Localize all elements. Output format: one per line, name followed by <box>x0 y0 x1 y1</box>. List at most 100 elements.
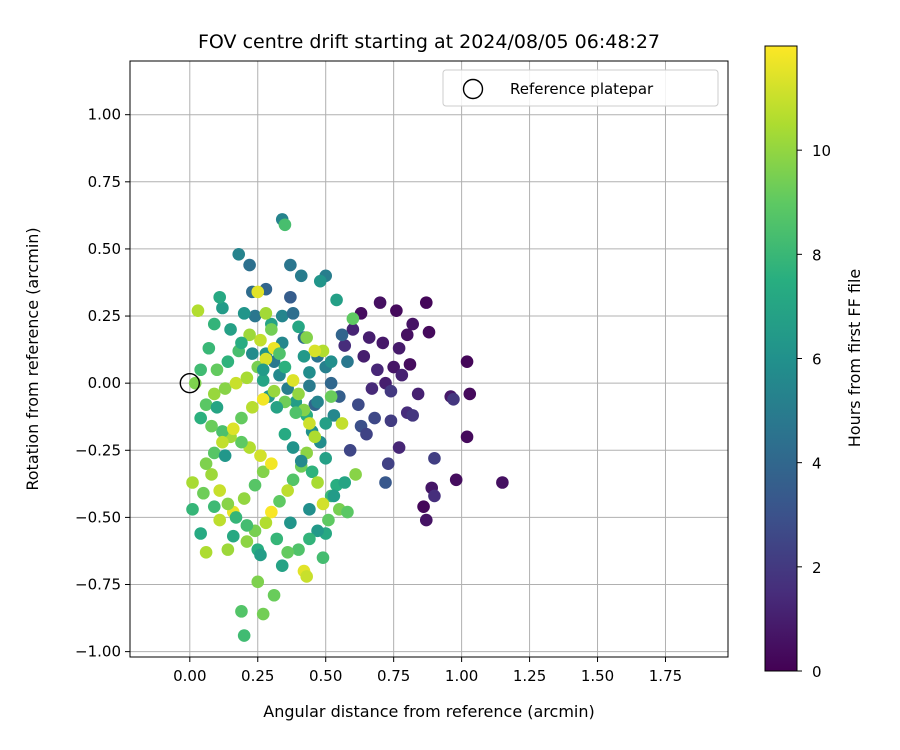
data-point <box>270 401 284 414</box>
data-point <box>221 355 235 368</box>
data-point <box>294 454 308 468</box>
y-axis-ticks: 1.00 0.75 0.50 0.25 0.00 −0.25 −0.50 −0.75 −1.00 <box>75 106 130 661</box>
y-axis-label: Rotation from reference (arcmin) <box>23 227 42 490</box>
data-point <box>303 503 316 516</box>
data-point <box>205 468 218 481</box>
plot-frame <box>129 60 729 658</box>
data-point <box>324 355 338 368</box>
data-point <box>300 570 313 583</box>
data-point <box>300 331 313 344</box>
data-point <box>270 532 284 546</box>
data-point <box>286 473 300 487</box>
data-point <box>235 411 248 425</box>
data-point <box>403 358 417 371</box>
data-point <box>324 390 338 403</box>
data-point <box>392 341 406 355</box>
data-point <box>338 476 352 489</box>
data-point <box>349 468 362 481</box>
data-point <box>311 476 324 489</box>
reference-platepar-marker <box>179 372 201 394</box>
y-tick-label: 0.50 <box>88 240 121 258</box>
data-point <box>311 524 324 538</box>
data-point <box>292 387 305 401</box>
data-point <box>207 500 221 513</box>
data-point <box>275 559 289 573</box>
data-point <box>303 532 316 546</box>
data-point <box>346 312 360 326</box>
legend: Reference platepar <box>442 69 719 107</box>
y-tick-label: 0.75 <box>88 173 121 191</box>
data-point <box>303 379 316 393</box>
data-point <box>265 505 278 519</box>
data-point <box>237 307 251 320</box>
y-tick-label: 0.00 <box>88 374 121 392</box>
data-point <box>278 360 292 374</box>
x-axis-label: Angular distance from reference (arcmin) <box>263 702 594 721</box>
data-point <box>213 290 226 304</box>
data-point <box>226 529 240 543</box>
data-point <box>216 301 229 315</box>
data-point <box>194 527 207 540</box>
data-point <box>387 360 400 374</box>
x-axis-ticks: 0.00 0.25 0.50 0.75 1.00 1.25 1.50 1.75 <box>173 657 682 685</box>
data-point <box>275 309 289 323</box>
data-point <box>286 374 300 387</box>
data-point <box>235 605 248 618</box>
y-tick-label: −0.50 <box>75 508 121 526</box>
data-point <box>422 325 436 339</box>
data-point <box>259 516 273 530</box>
data-point <box>284 258 297 272</box>
reference-marker-group <box>179 372 201 394</box>
data-point <box>303 366 316 379</box>
y-tick-label: 0.25 <box>88 307 121 325</box>
data-point <box>395 368 409 382</box>
colorbar-tick-label: 8 <box>812 246 822 264</box>
data-point <box>186 476 199 489</box>
data-point <box>460 355 474 368</box>
data-point <box>194 363 207 377</box>
colorbar-ticks: 0 2 4 6 8 10 <box>797 142 831 681</box>
data-point <box>251 575 265 589</box>
data-point <box>235 435 248 449</box>
data-point <box>319 452 333 465</box>
data-point <box>365 382 379 395</box>
data-point <box>384 384 398 398</box>
data-point <box>496 476 509 489</box>
data-point <box>273 347 286 360</box>
data-point <box>273 494 286 508</box>
data-point <box>199 457 213 471</box>
data-point <box>237 492 251 505</box>
data-point <box>199 545 213 559</box>
data-point <box>338 339 352 352</box>
data-point <box>292 320 305 334</box>
data-point <box>327 409 341 422</box>
data-point <box>256 374 270 387</box>
data-point <box>313 274 327 288</box>
x-tick-label: 1.00 <box>445 667 478 685</box>
data-point <box>254 333 267 347</box>
data-point <box>286 441 300 454</box>
data-point <box>392 441 406 454</box>
data-point <box>248 478 262 492</box>
data-point <box>335 417 349 430</box>
colorbar-tick-label: 4 <box>812 455 822 473</box>
data-point <box>284 290 297 304</box>
data-point <box>235 336 248 350</box>
data-point <box>308 344 322 358</box>
data-point <box>205 419 218 433</box>
data-point <box>251 285 265 299</box>
data-point <box>381 457 395 471</box>
y-tick-label: −0.75 <box>75 576 121 594</box>
data-point <box>216 435 229 449</box>
data-point <box>207 317 221 331</box>
data-point <box>210 363 224 377</box>
data-point <box>343 443 357 457</box>
data-point <box>447 392 460 406</box>
data-point <box>224 323 237 336</box>
data-point <box>226 422 240 436</box>
data-point <box>335 328 349 342</box>
data-point <box>243 258 256 272</box>
grid-lines <box>130 61 728 657</box>
data-point <box>254 548 267 562</box>
